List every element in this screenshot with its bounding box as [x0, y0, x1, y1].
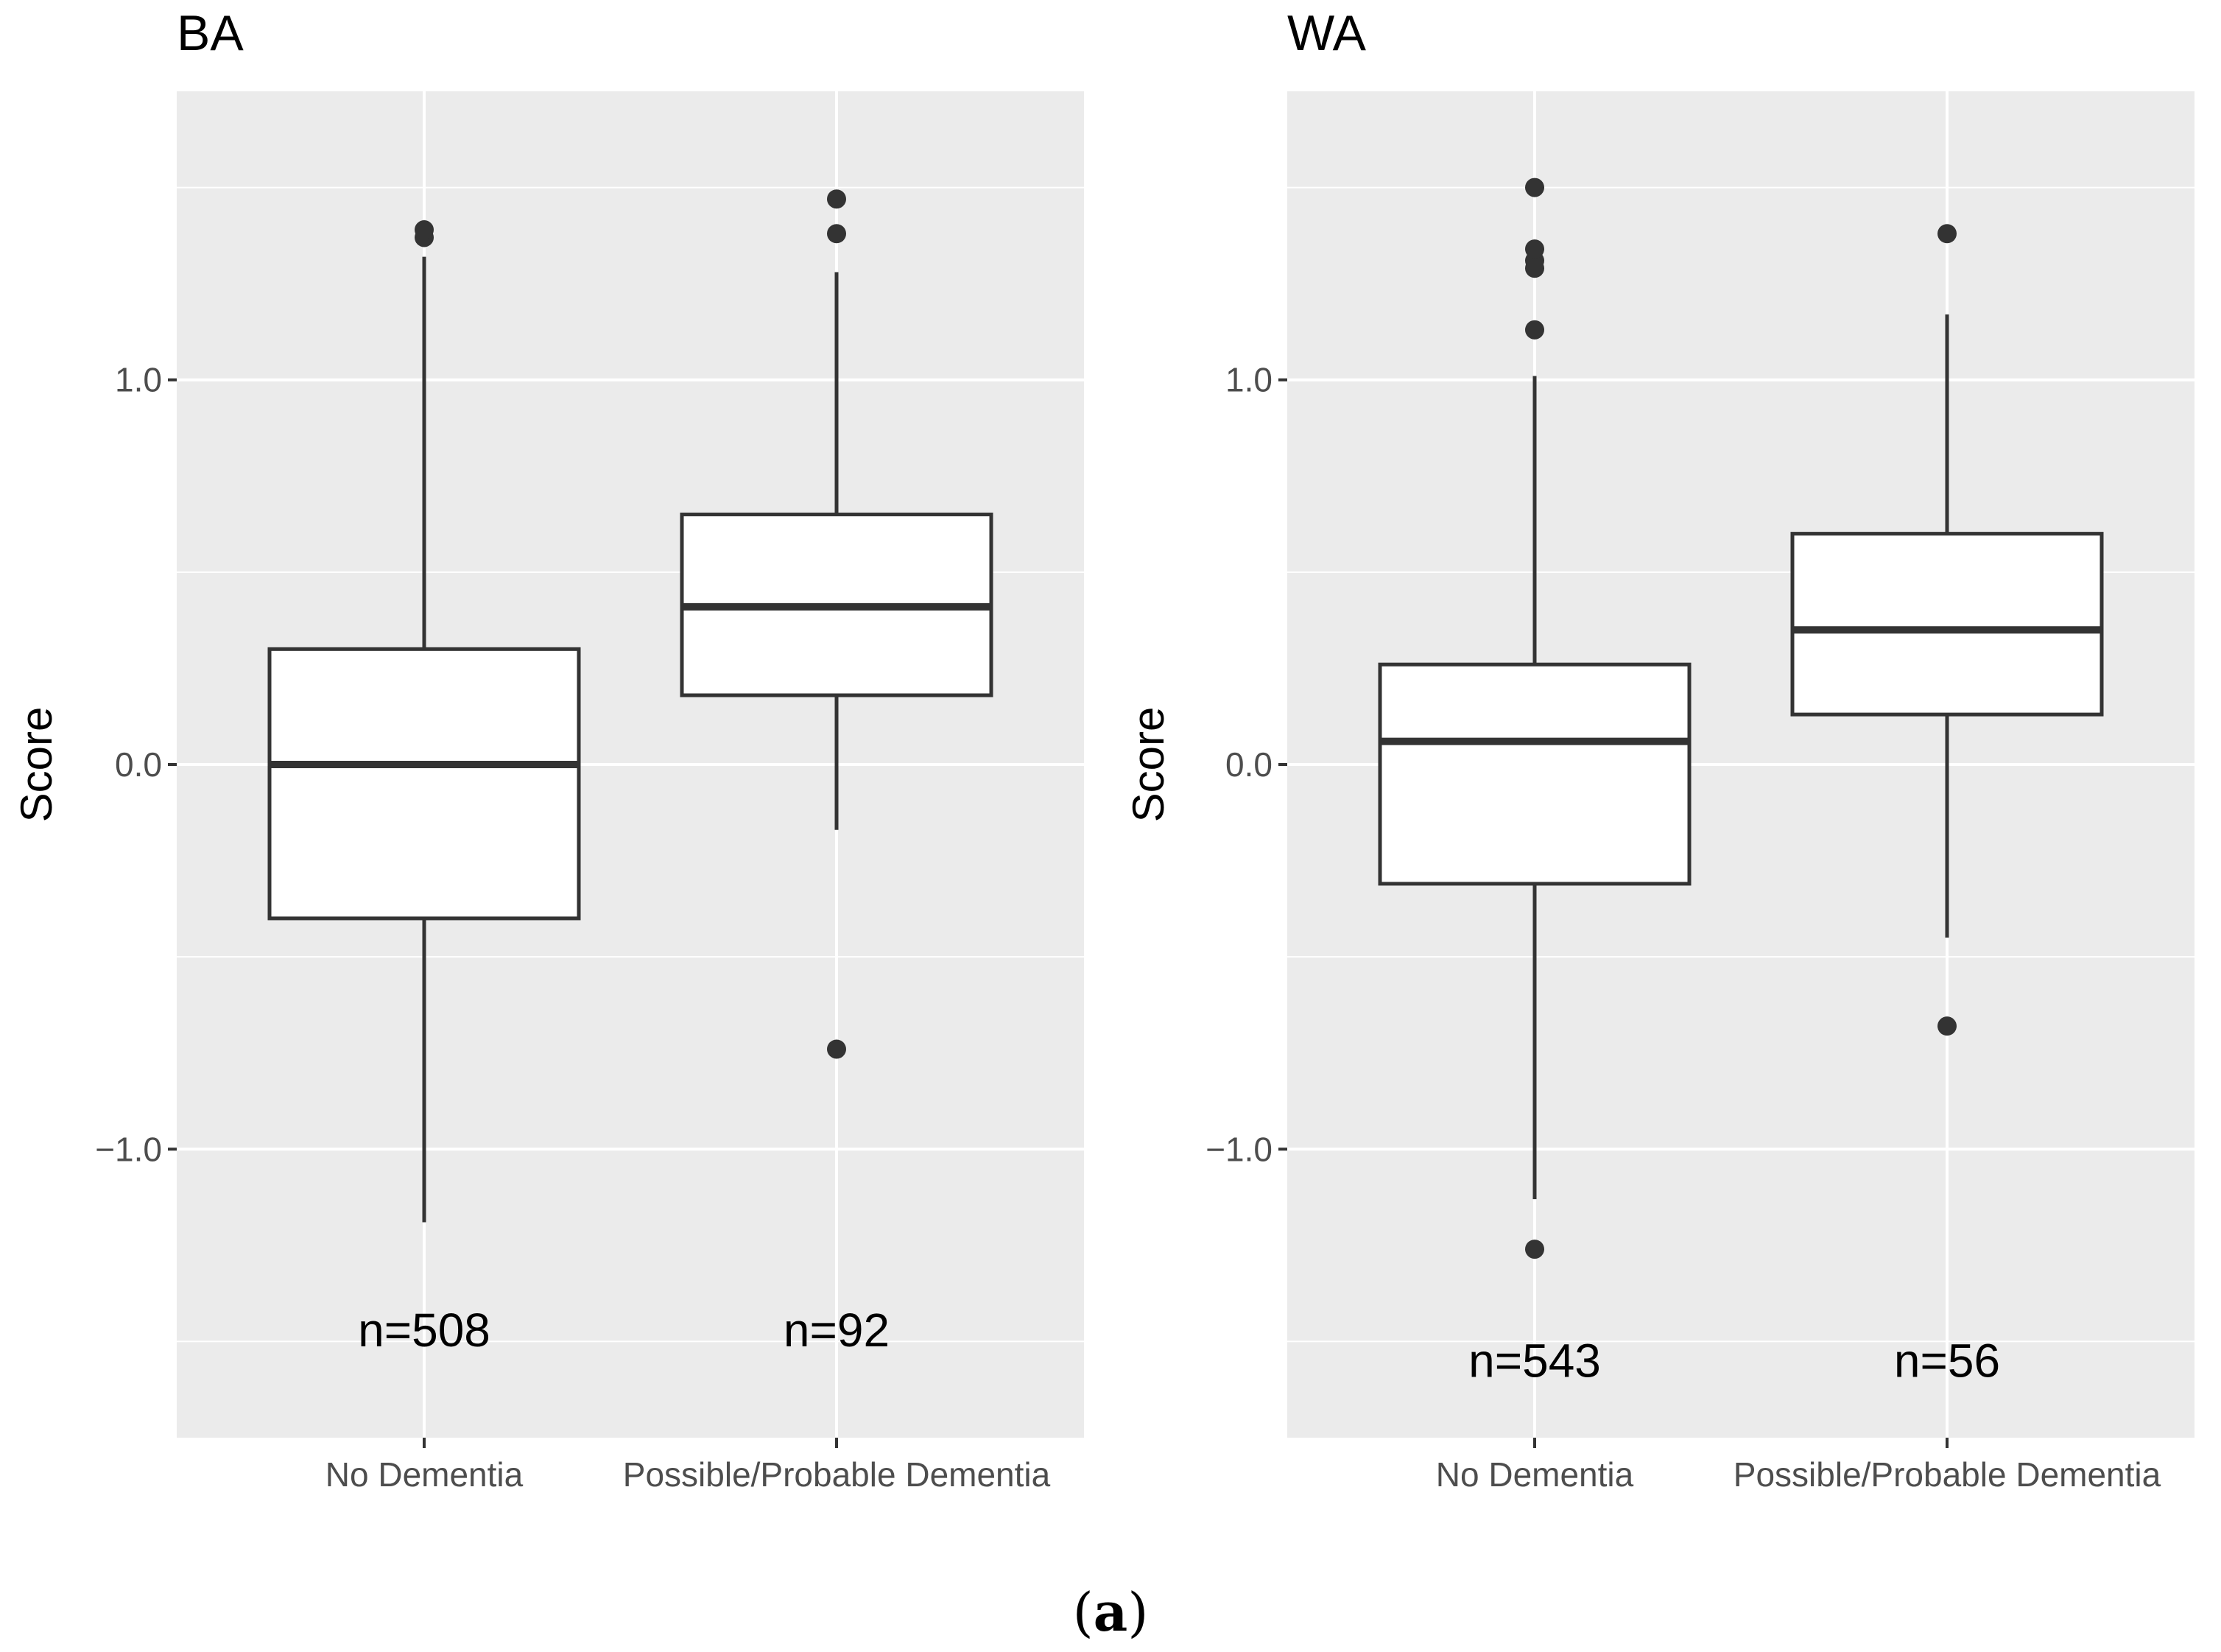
caption-close-paren: ) [1127, 1581, 1148, 1643]
outlier-point [415, 220, 434, 240]
outlier-point [1525, 1240, 1544, 1259]
outlier-point [1525, 239, 1544, 259]
y-tick-label: −1.0 [1205, 1130, 1273, 1168]
panel-title: BA [177, 5, 244, 61]
y-axis-title: Score [1124, 707, 1173, 823]
x-tick-label: No Dementia [325, 1455, 524, 1494]
box-no-dementia: n=508 [267, 220, 581, 1357]
outlier-point [827, 1039, 846, 1059]
x-tick-label: No Dementia [1436, 1455, 1634, 1494]
x-tick-label: Possible/Probable Dementia [623, 1455, 1051, 1494]
caption-open-paren: ( [1073, 1581, 1094, 1643]
outlier-point [827, 224, 846, 244]
outlier-point [827, 189, 846, 209]
box-possible-probable-dementia: n=56 [1790, 224, 2104, 1388]
outlier-point [1525, 177, 1544, 197]
box-body [1378, 662, 1692, 886]
panel-wa: −1.0 0.0 1.0 No Dementia Possible/Probable D… [1124, 5, 2194, 1494]
y-tick-label: −1.0 [95, 1130, 162, 1168]
x-tick-label: Possible/Probable Dementia [1733, 1455, 2161, 1494]
caption-letter: a [1094, 1581, 1128, 1643]
caption: (a) [1073, 1581, 1149, 1643]
box-body [267, 647, 581, 921]
box-possible-probable-dementia: n=92 [680, 189, 993, 1357]
n-label: n=56 [1894, 1335, 2000, 1388]
y-axis-title: Score [12, 707, 61, 823]
panel-title: WA [1287, 5, 1367, 61]
outlier-point [1937, 224, 1957, 244]
n-label: n=508 [358, 1304, 490, 1357]
y-tick-label: 1.0 [1225, 361, 1273, 399]
panel-ba: −1.0 0.0 1.0 No Dementia Possible/Probable D… [12, 5, 1084, 1494]
n-label: n=543 [1468, 1335, 1601, 1388]
box-no-dementia: n=543 [1378, 177, 1692, 1388]
outlier-point [1937, 1016, 1957, 1036]
y-tick-label: 1.0 [115, 361, 162, 399]
y-tick-label: 0.0 [115, 745, 162, 784]
y-tick-label: 0.0 [1225, 745, 1273, 784]
n-label: n=92 [784, 1304, 890, 1357]
outlier-point [1525, 320, 1544, 340]
box-body [1790, 532, 2104, 717]
